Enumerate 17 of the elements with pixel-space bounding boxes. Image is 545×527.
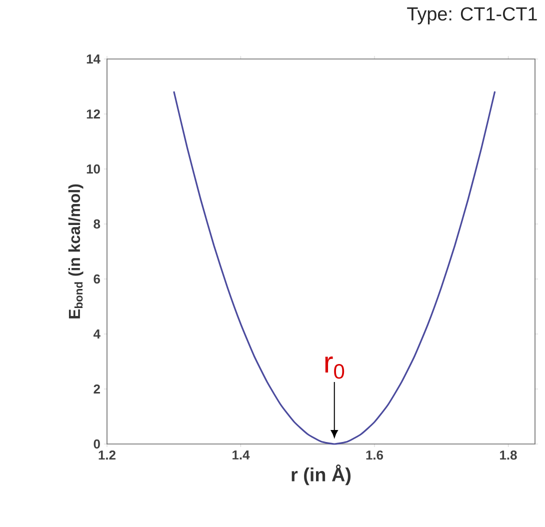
y-tick-label: 10 bbox=[86, 164, 100, 174]
y-tick-label: 12 bbox=[86, 109, 100, 119]
y-tick-label: 8 bbox=[94, 219, 100, 229]
x-axis-title: r (in Å) bbox=[292, 464, 351, 486]
y-tick-label: 0 bbox=[94, 439, 100, 449]
line-series bbox=[173, 90, 496, 445]
annotation: r$_{0}$ bbox=[325, 356, 344, 379]
y-tick-label: 4 bbox=[93, 330, 100, 338]
y-tick-label: 14 bbox=[86, 54, 100, 64]
y-tick-label: 6 bbox=[94, 274, 100, 284]
x-tick-label: 1.8 bbox=[500, 450, 517, 460]
y-axis-title: E$_{bond}$ (in kcal/mol) bbox=[68, 184, 84, 318]
chart-title: Type: CT1-CT1 bbox=[407, 7, 537, 24]
x-tick-label: 1.6 bbox=[366, 450, 384, 460]
y-tick-label: 2 bbox=[94, 384, 100, 394]
x-tick-label: 1.2 bbox=[98, 450, 116, 460]
x-tick-label: 1.4 bbox=[232, 450, 250, 460]
